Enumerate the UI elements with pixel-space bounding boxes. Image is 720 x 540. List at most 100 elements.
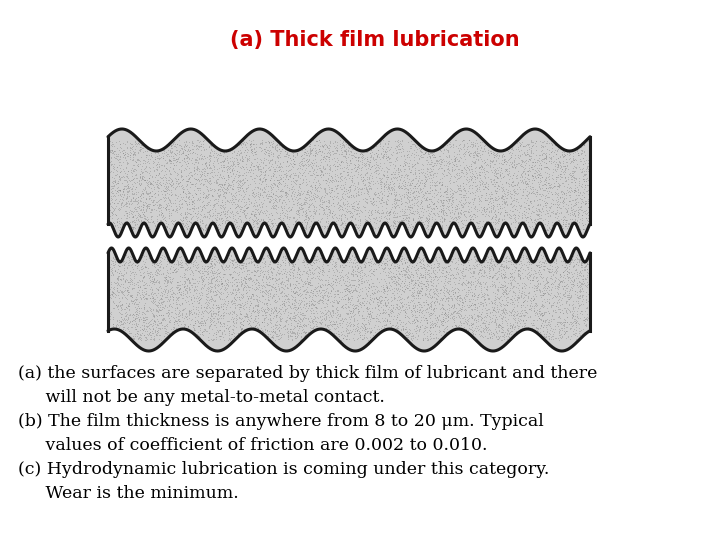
Point [519, 303, 531, 312]
Point [330, 193, 342, 201]
Point [439, 324, 451, 333]
Point [456, 145, 467, 153]
Point [222, 171, 234, 180]
Point [536, 302, 548, 310]
Point [376, 184, 387, 192]
Point [325, 183, 337, 192]
Point [560, 299, 572, 307]
Point [387, 295, 398, 304]
Point [145, 146, 157, 154]
Point [405, 306, 417, 314]
Point [416, 178, 428, 187]
Point [536, 260, 547, 268]
Point [289, 288, 301, 297]
Point [234, 139, 246, 148]
Point [389, 273, 400, 281]
Point [580, 298, 592, 306]
Point [245, 282, 256, 291]
Point [208, 321, 220, 329]
Point [448, 210, 459, 218]
Point [315, 201, 326, 210]
Point [524, 166, 536, 175]
Point [212, 253, 224, 261]
Point [390, 219, 401, 228]
Point [252, 301, 264, 309]
Point [198, 164, 210, 172]
Point [167, 206, 179, 215]
Point [467, 267, 479, 275]
Point [512, 197, 523, 206]
Point [110, 180, 122, 188]
Point [142, 215, 153, 224]
Point [554, 204, 566, 213]
Point [258, 286, 270, 295]
Point [183, 147, 194, 156]
Point [420, 224, 432, 232]
Point [429, 272, 441, 281]
Point [297, 308, 308, 317]
Point [458, 278, 469, 287]
Point [570, 328, 581, 337]
Point [253, 318, 264, 326]
Point [226, 160, 238, 169]
Point [109, 303, 120, 312]
Point [286, 329, 297, 338]
Point [120, 201, 132, 210]
Point [404, 179, 415, 187]
Point [400, 269, 412, 278]
Point [485, 147, 496, 156]
Point [512, 271, 523, 280]
Point [346, 275, 357, 284]
Point [142, 281, 153, 289]
Point [345, 307, 356, 316]
Point [575, 268, 586, 277]
Point [189, 159, 200, 168]
Point [472, 142, 484, 151]
Point [153, 203, 165, 212]
Point [494, 171, 505, 180]
Point [568, 276, 580, 285]
Point [296, 146, 307, 154]
Point [120, 176, 131, 184]
Point [489, 314, 500, 323]
Point [281, 214, 292, 222]
Point [487, 151, 499, 160]
Point [519, 310, 531, 319]
Point [480, 323, 492, 332]
Point [175, 171, 186, 179]
Point [560, 326, 572, 335]
Point [246, 252, 257, 260]
Point [453, 286, 464, 295]
Point [392, 164, 403, 172]
Point [428, 153, 439, 161]
Point [413, 327, 425, 335]
Point [369, 321, 380, 329]
Point [256, 326, 267, 334]
Point [319, 224, 330, 232]
Point [324, 192, 336, 201]
Point [217, 305, 229, 314]
Point [579, 281, 590, 289]
Point [346, 211, 357, 220]
Point [385, 306, 397, 315]
Point [210, 322, 222, 331]
Point [407, 178, 418, 187]
Point [205, 179, 217, 188]
Point [480, 306, 492, 314]
Point [528, 218, 540, 227]
Point [408, 199, 420, 207]
Point [436, 205, 447, 214]
Point [387, 208, 399, 217]
Point [572, 198, 584, 207]
Point [382, 180, 394, 189]
Point [150, 305, 161, 314]
Point [219, 153, 230, 162]
Point [411, 270, 423, 279]
Point [361, 147, 372, 156]
Point [192, 252, 204, 261]
Point [312, 161, 323, 170]
Point [372, 298, 383, 306]
Point [131, 212, 143, 221]
Point [508, 191, 519, 199]
Point [516, 211, 528, 219]
